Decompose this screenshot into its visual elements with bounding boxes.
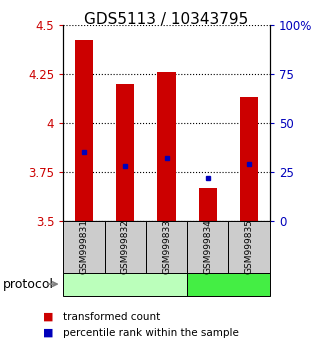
Text: ■: ■ [43, 328, 54, 338]
Text: control: control [209, 279, 248, 289]
Bar [198, 188, 217, 221]
Text: Grainyhead-like 2 depletion: Grainyhead-like 2 depletion [72, 280, 178, 289]
Text: percentile rank within the sample: percentile rank within the sample [63, 328, 239, 338]
Bar [116, 84, 135, 221]
Text: GSM999835: GSM999835 [244, 219, 254, 274]
Text: protocol: protocol [3, 278, 54, 291]
Text: GSM999831: GSM999831 [79, 219, 89, 274]
Bar [157, 72, 176, 221]
Text: ■: ■ [43, 312, 54, 322]
Text: GSM999834: GSM999834 [203, 219, 212, 274]
Text: GSM999832: GSM999832 [121, 219, 130, 274]
Text: GDS5113 / 10343795: GDS5113 / 10343795 [84, 12, 249, 27]
Text: GSM999833: GSM999833 [162, 219, 171, 274]
Text: transformed count: transformed count [63, 312, 161, 322]
Bar [240, 97, 258, 221]
Bar [75, 40, 93, 221]
